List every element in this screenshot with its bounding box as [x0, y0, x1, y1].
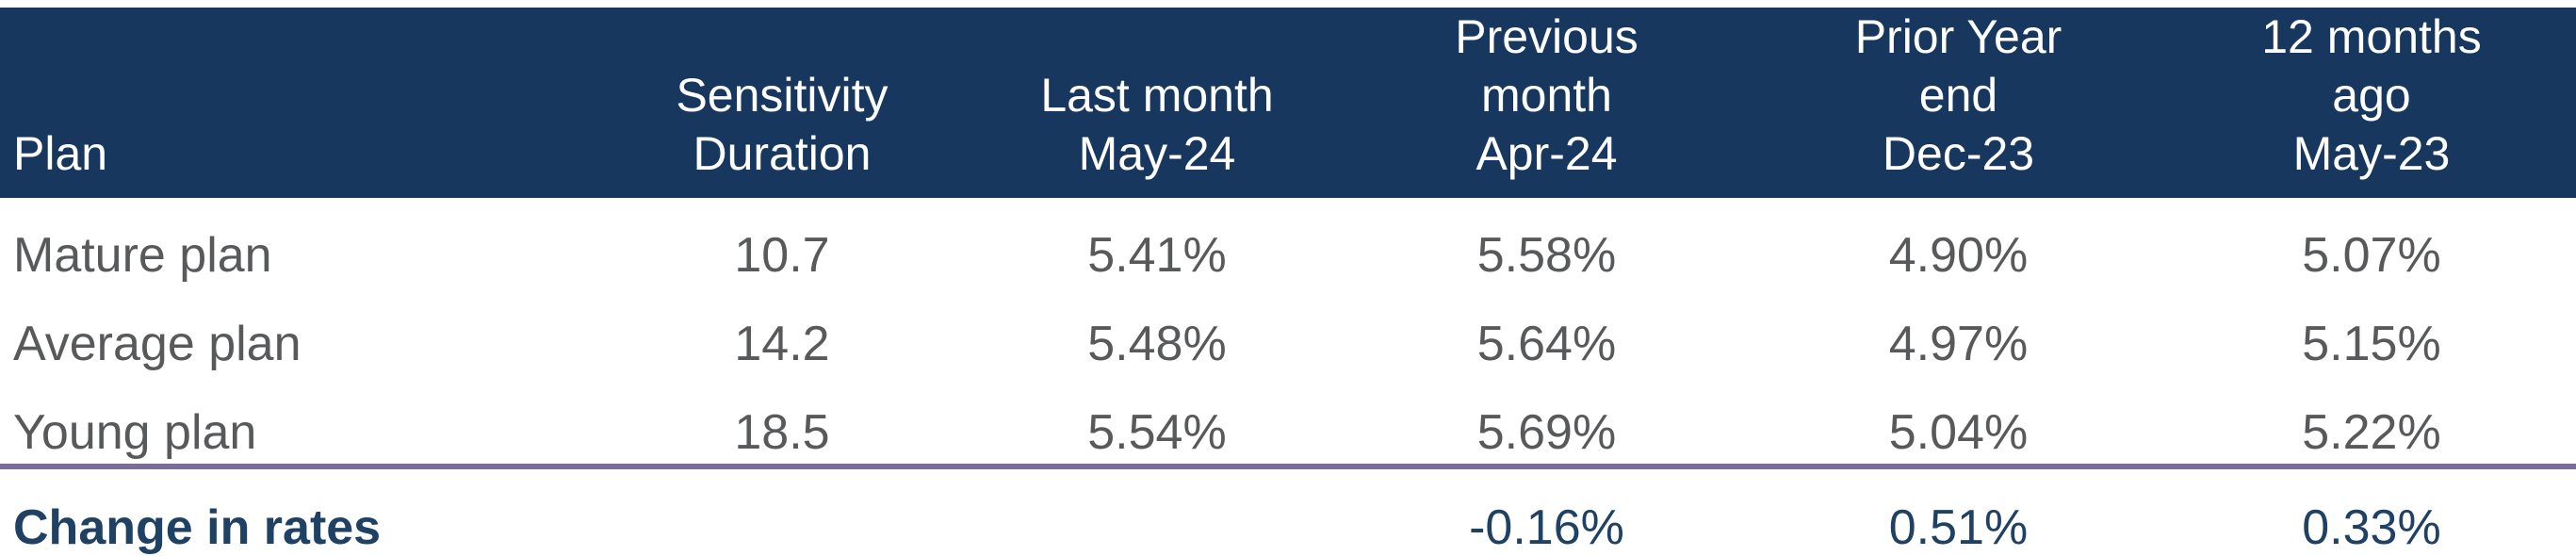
table-row-mature-plan: Mature plan 10.7 5.41% 5.58% 4.90% 5.07% — [0, 198, 2576, 286]
duration-cell: 18.5 — [734, 404, 830, 460]
discount-rates-table: Plan Sensitivity Duration Last month May… — [0, 8, 2576, 556]
table-body: Mature plan 10.7 5.41% 5.58% 4.90% 5.07%… — [0, 198, 2576, 556]
header-row: Plan Sensitivity Duration Last month May… — [0, 8, 2576, 198]
plan-name-cell: Mature plan — [13, 227, 272, 283]
rate-cell: 5.48% — [1087, 316, 1227, 371]
rate-cell: 5.58% — [1476, 227, 1617, 283]
rate-cell: 5.64% — [1476, 316, 1617, 371]
column-header-previous-month: Previous month Apr-24 — [1344, 8, 1750, 198]
duration-cell: 10.7 — [734, 227, 830, 283]
change-cell: 0.51% — [1750, 464, 2167, 556]
column-header-sensitivity-duration: Sensitivity Duration — [594, 8, 970, 198]
plan-name-cell: Young plan — [13, 404, 257, 460]
rate-cell: 4.90% — [1888, 227, 2029, 283]
table-header: Plan Sensitivity Duration Last month May… — [0, 8, 2576, 198]
rate-cell: 5.41% — [1087, 227, 1227, 283]
duration-cell: 14.2 — [734, 316, 830, 371]
rate-cell: 5.69% — [1476, 404, 1617, 460]
rate-cell: 5.07% — [2302, 227, 2441, 283]
change-in-rates-label: Change in rates — [0, 464, 594, 556]
change-cell: 0.33% — [2167, 464, 2576, 556]
rate-cell: 5.04% — [1888, 404, 2029, 460]
table-row-average-plan: Average plan 14.2 5.48% 5.64% 4.97% 5.15… — [0, 286, 2576, 375]
column-header-last-month: Last month May-24 — [970, 8, 1344, 198]
rate-cell: 5.22% — [2302, 404, 2441, 460]
change-cell-empty — [594, 464, 970, 556]
rate-cell: 5.15% — [2302, 316, 2441, 371]
column-header-plan: Plan — [0, 8, 594, 198]
table-row-young-plan: Young plan 18.5 5.54% 5.69% 5.04% 5.22% — [0, 375, 2576, 466]
change-cell: -0.16% — [1344, 464, 1750, 556]
column-header-prior-year-end: Prior Year end Dec-23 — [1750, 8, 2167, 198]
table-row-change-in-rates: Change in rates -0.16% 0.51% 0.33% — [0, 464, 2576, 556]
rate-cell: 5.54% — [1087, 404, 1227, 460]
column-header-12-months-ago: 12 months ago May-23 — [2167, 8, 2576, 198]
change-cell-empty — [970, 464, 1344, 556]
plan-name-cell: Average plan — [13, 316, 302, 371]
rate-cell: 4.97% — [1888, 316, 2029, 371]
